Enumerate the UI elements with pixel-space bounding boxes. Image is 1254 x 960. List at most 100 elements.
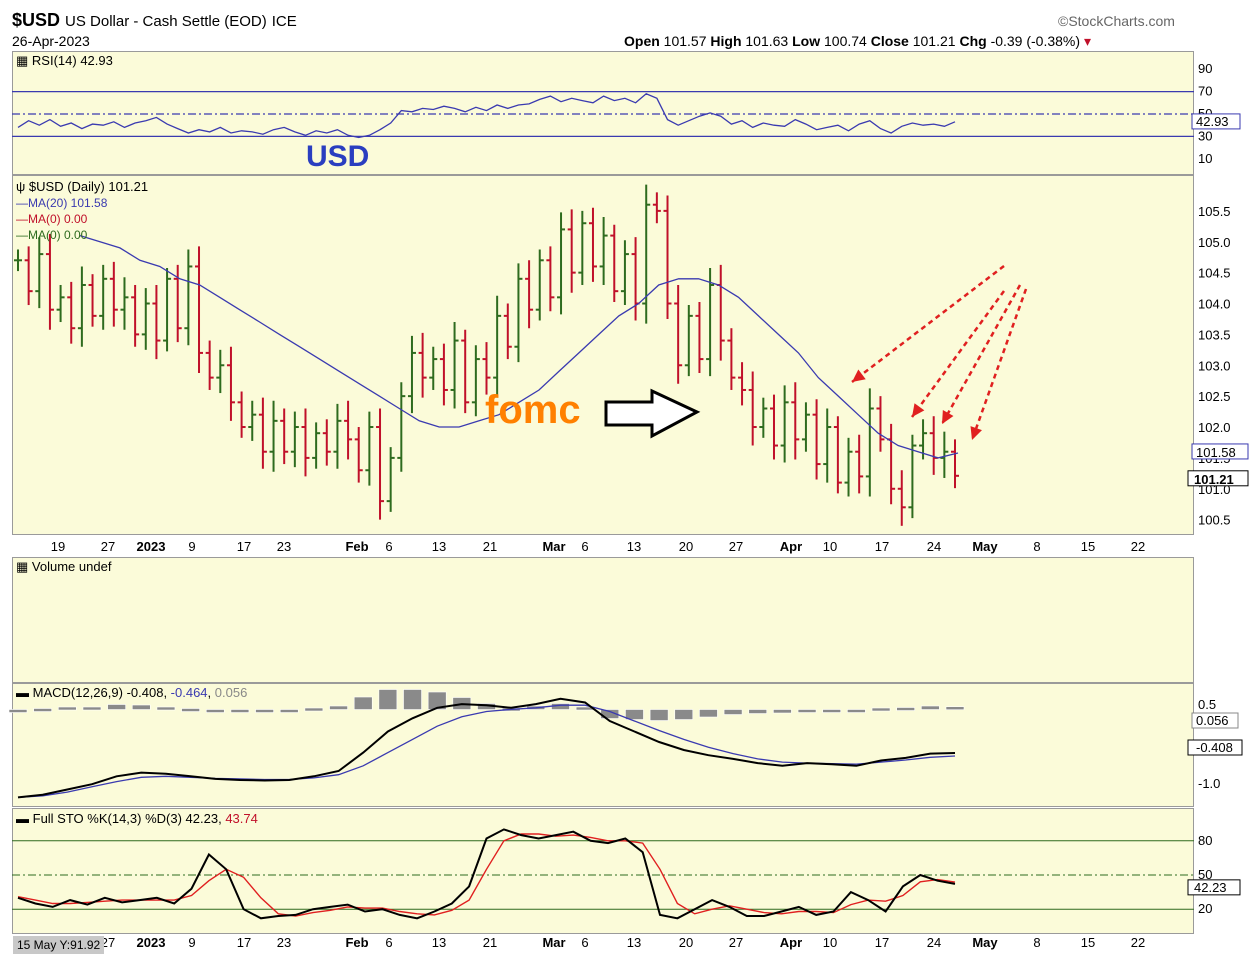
x-tick-label-bottom: 21 [483,935,497,950]
x-tick-label: 24 [927,539,941,554]
macd-hist-bar [921,705,940,710]
x-tick-label: 2023 [137,539,166,554]
open-value: 101.57 [663,33,707,49]
macd-panel [12,683,1194,807]
high-value: 101.63 [745,33,789,49]
usd-annotation: USD [306,140,370,173]
sto-legend-d: 43.74 [225,811,258,826]
ma0-red-legend: —MA(0) 0.00 [16,212,88,226]
x-tick-label: 20 [679,539,693,554]
macd-hist-bar [329,705,348,710]
x-tick-label: 22 [1131,539,1145,554]
sto-tick-label: 80 [1198,833,1212,848]
chg-label: Chg [959,33,987,49]
x-tick-label: 21 [483,539,497,554]
macd-hist-bar [82,706,102,711]
x-tick-label-bottom: 13 [627,935,641,950]
price-tick-label: 103.5 [1198,327,1231,342]
macd-hist-bar [353,696,373,710]
sto-legend-k: 42.23 [185,811,219,826]
macd-hist-bar [674,709,694,720]
price-tick-label: 104.5 [1198,266,1231,281]
macd-hist-bar [773,709,792,714]
x-tick-label-bottom: 17 [875,935,889,950]
x-tick-label: 23 [277,539,291,554]
x-tick-label-bottom: 22 [1131,935,1145,950]
macd-tick-label: -1.0 [1198,776,1220,791]
volume-panel [12,557,1194,683]
x-tick-label: 27 [729,539,743,554]
close-last-label: 101.21 [1194,472,1234,487]
x-tick-label-bottom: 8 [1033,935,1040,950]
rsi-icon: ▦ [16,53,29,68]
rsi-tick-label: 10 [1198,151,1212,166]
ma20-line [79,234,959,459]
macd-legend-prefix: MACD(12,26,9) [32,685,123,700]
macd-hist-bar [255,709,274,713]
macd-hist-bar [58,706,77,711]
x-tick-label-bottom: 27 [729,935,743,950]
x-tick-label-bottom: 10 [823,935,837,950]
ohlc-readout: Open 101.57 High 101.63 Low 100.74 Close… [624,33,1091,50]
x-tick-label-bottom: 9 [188,935,195,950]
x-tick-label: 17 [237,539,251,554]
macd-hist-bar [822,709,842,713]
x-tick-label-bottom: May [972,935,998,950]
rsi-legend-text: RSI(14) 42.93 [31,53,113,68]
macd-hist-bar [279,709,299,713]
macd-hist-bar [723,709,743,715]
macd-hist-bar [8,709,28,713]
macd-legend-signal: -0.464 [170,685,208,700]
macd-line [17,697,956,799]
price-tick-label: 102.0 [1198,420,1231,435]
macd-last-box [1187,739,1243,756]
rsi-last-label: 42.93 [1196,114,1229,129]
x-tick-label-bottom: 6 [581,935,588,950]
macd-hist-bar [230,709,250,713]
x-tick-label: 6 [385,539,392,554]
sto-tick-label: 50 [1198,867,1212,882]
sto-icon: ▬ [16,811,29,826]
volume-legend-text: Volume undef [31,559,112,574]
x-tick-label-bottom: Mar [542,935,565,950]
price-tick-label: 104.0 [1198,297,1231,312]
macd-signal-line [17,704,956,799]
red-dashed-arrow [910,290,1006,418]
x-tick-label: 9 [188,539,195,554]
macd-hist-bar [304,707,324,712]
ma20-label: MA(20) 101.58 [28,196,108,210]
x-tick-label-bottom: 27 [101,935,115,950]
fomc-arrow-icon [604,388,701,439]
price-tick-label: 105.5 [1198,204,1231,219]
red-arrowhead-icon [970,426,982,440]
x-tick-label: May [972,539,998,554]
x-tick-label: 15 [1081,539,1095,554]
x-tick-label-bottom: 17 [237,935,251,950]
sto-last-box [1187,879,1241,896]
price-legend: ψ $USD (Daily) 101.21 [16,179,148,194]
sto-panel [12,808,1194,934]
price-tick-label: 100.5 [1198,513,1231,528]
chart-date: 26-Apr-2023 [12,33,90,49]
sto-legend-prefix: Full STO %K(14,3) %D(3) [32,811,182,826]
macd-hist-bar [427,691,447,710]
macd-hist-bar [797,709,817,713]
down-triangle-icon: ▾ [1083,33,1091,49]
price-tick-label: 105.0 [1198,235,1231,250]
macd-hist-bar [33,708,52,712]
exchange: ICE [271,13,297,30]
x-tick-label: 10 [823,539,837,554]
macd-hist-bar [871,707,891,712]
x-tick-label: 17 [875,539,889,554]
ma20-last-label: 101.58 [1196,445,1236,460]
x-tick-label-bottom: 23 [277,935,291,950]
rsi-tick-label: 90 [1198,61,1212,76]
macd-hist-bar [649,709,669,721]
chg-value: -0.39 (-0.38%) [990,33,1081,49]
macd-hist-bar [156,706,176,711]
macd-hist-box [1191,712,1239,729]
x-tick-label-bottom: Feb [345,935,368,950]
macd-hist-bar [699,709,718,718]
x-tick-label-bottom: 15 [1081,935,1095,950]
